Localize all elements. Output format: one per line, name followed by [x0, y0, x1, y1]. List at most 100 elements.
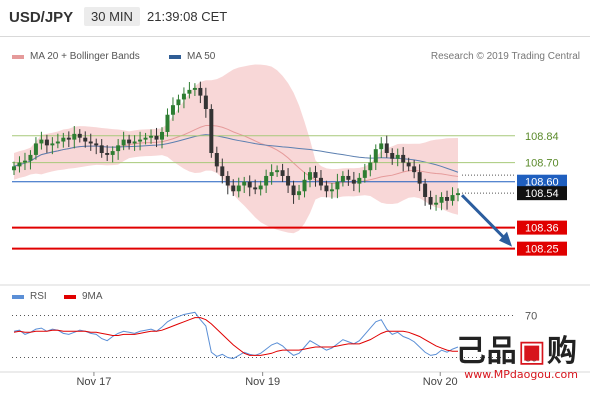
- candle-body: [368, 162, 373, 171]
- candle-body: [138, 139, 143, 142]
- candle-body: [417, 172, 422, 184]
- candle-body: [362, 170, 367, 178]
- level-label-108.25: 108.25: [525, 244, 559, 256]
- candle-body: [94, 143, 99, 146]
- candle-body: [280, 170, 285, 176]
- candle-body: [401, 154, 406, 163]
- candle-body: [406, 162, 411, 167]
- level-label-108.36: 108.36: [525, 223, 559, 235]
- candle-body: [77, 133, 82, 138]
- candle-body: [116, 145, 121, 152]
- candle-body: [55, 141, 60, 144]
- candle-body: [214, 153, 219, 167]
- candle-body: [209, 109, 214, 153]
- candle-body: [33, 143, 38, 155]
- candle-body: [357, 177, 362, 184]
- candle-body: [253, 187, 258, 190]
- candle-body: [149, 135, 154, 138]
- candle-body: [110, 151, 115, 155]
- candle-body: [264, 175, 269, 186]
- bands-swatch: [12, 54, 24, 59]
- candle-body: [88, 141, 93, 144]
- legend-ma9: 9MA: [64, 291, 103, 302]
- candle-body: [324, 185, 329, 192]
- level-tag-108.36: [517, 220, 567, 235]
- watermark-url: www.MPdaogou.com: [464, 368, 578, 381]
- ma50-swatch: [169, 54, 181, 59]
- timeframe-selector[interactable]: 30 MIN: [84, 7, 140, 26]
- rsi-level-label-70: 70: [525, 311, 537, 323]
- candle-body: [395, 154, 400, 159]
- candle-body: [99, 145, 104, 153]
- legend-rsi: RSI: [12, 291, 47, 302]
- rsi-label: RSI: [30, 291, 47, 302]
- level-label-108.70: 108.70: [525, 158, 559, 170]
- watermark: 己品▣购 www.MPdaogou.com: [456, 326, 578, 381]
- credit-text: Research © 2019 Trading Central: [430, 51, 580, 62]
- candle-body: [225, 175, 230, 186]
- ma9-label: 9MA: [82, 291, 103, 302]
- legend-bands: MA 20 + Bollinger Bands: [12, 51, 140, 62]
- level-label-108.84: 108.84: [525, 131, 559, 143]
- bollinger-bands: [14, 64, 458, 234]
- candle-body: [318, 177, 323, 186]
- candle-body: [308, 172, 312, 180]
- candle-body: [302, 179, 307, 192]
- candle-body: [247, 181, 252, 188]
- candle-body: [340, 175, 345, 182]
- watermark-logo: 己品▣购: [455, 334, 578, 369]
- candle-body: [203, 95, 208, 109]
- candle-body: [72, 133, 77, 140]
- candle-body: [181, 93, 186, 100]
- rsi-swatch: [12, 294, 24, 299]
- candle-body: [160, 131, 164, 140]
- candle-body: [297, 191, 302, 196]
- rsi-ma9-line: [13, 317, 458, 356]
- candle-body: [12, 166, 16, 171]
- candle-body: [390, 153, 395, 159]
- ma50-line: [13, 134, 459, 173]
- candle-body: [44, 139, 49, 146]
- level-label-108.60: 108.60: [525, 177, 559, 189]
- candle-body: [198, 87, 203, 96]
- candle-body: [66, 137, 71, 140]
- level-tag-108.60: [517, 174, 567, 189]
- candle-body: [143, 137, 148, 140]
- candle-body: [450, 195, 455, 201]
- forecast-arrowhead: [499, 231, 512, 247]
- candle-body: [269, 172, 274, 176]
- level-label-108.54: 108.54: [525, 188, 559, 200]
- chart-header: USD/JPY 30 MIN 21:39:08 CET: [0, 0, 590, 37]
- candle-body: [105, 153, 110, 155]
- forecast-arrow: [460, 194, 508, 241]
- candle-body: [121, 139, 126, 146]
- candle-body: [28, 154, 33, 161]
- candle-body: [83, 137, 88, 142]
- candle-body: [439, 197, 444, 203]
- candle-body: [165, 114, 170, 132]
- candle-body: [412, 166, 417, 173]
- candle-body: [17, 162, 22, 167]
- candle-body: [428, 197, 433, 205]
- x-tick-label: Nov 20: [423, 376, 458, 388]
- candle-body: [351, 179, 356, 184]
- candle-body: [236, 185, 241, 192]
- level-tag-108.54: [517, 186, 567, 201]
- candle-body: [456, 193, 460, 196]
- candle-body: [220, 166, 225, 176]
- candle-body: [132, 141, 137, 144]
- x-tick-label: Nov 19: [245, 376, 280, 388]
- candle-body: [258, 185, 263, 190]
- bands-label: MA 20 + Bollinger Bands: [30, 51, 140, 62]
- level-tag-108.25: [517, 241, 567, 256]
- candle-body: [50, 143, 55, 146]
- candle-body: [335, 181, 340, 190]
- candle-body: [445, 197, 450, 201]
- candle-body: [61, 137, 66, 142]
- candle-body: [192, 87, 197, 90]
- candle-body: [423, 183, 428, 197]
- candle-body: [187, 89, 192, 94]
- currency-pair: USD/JPY: [9, 9, 74, 26]
- candle-body: [22, 160, 27, 163]
